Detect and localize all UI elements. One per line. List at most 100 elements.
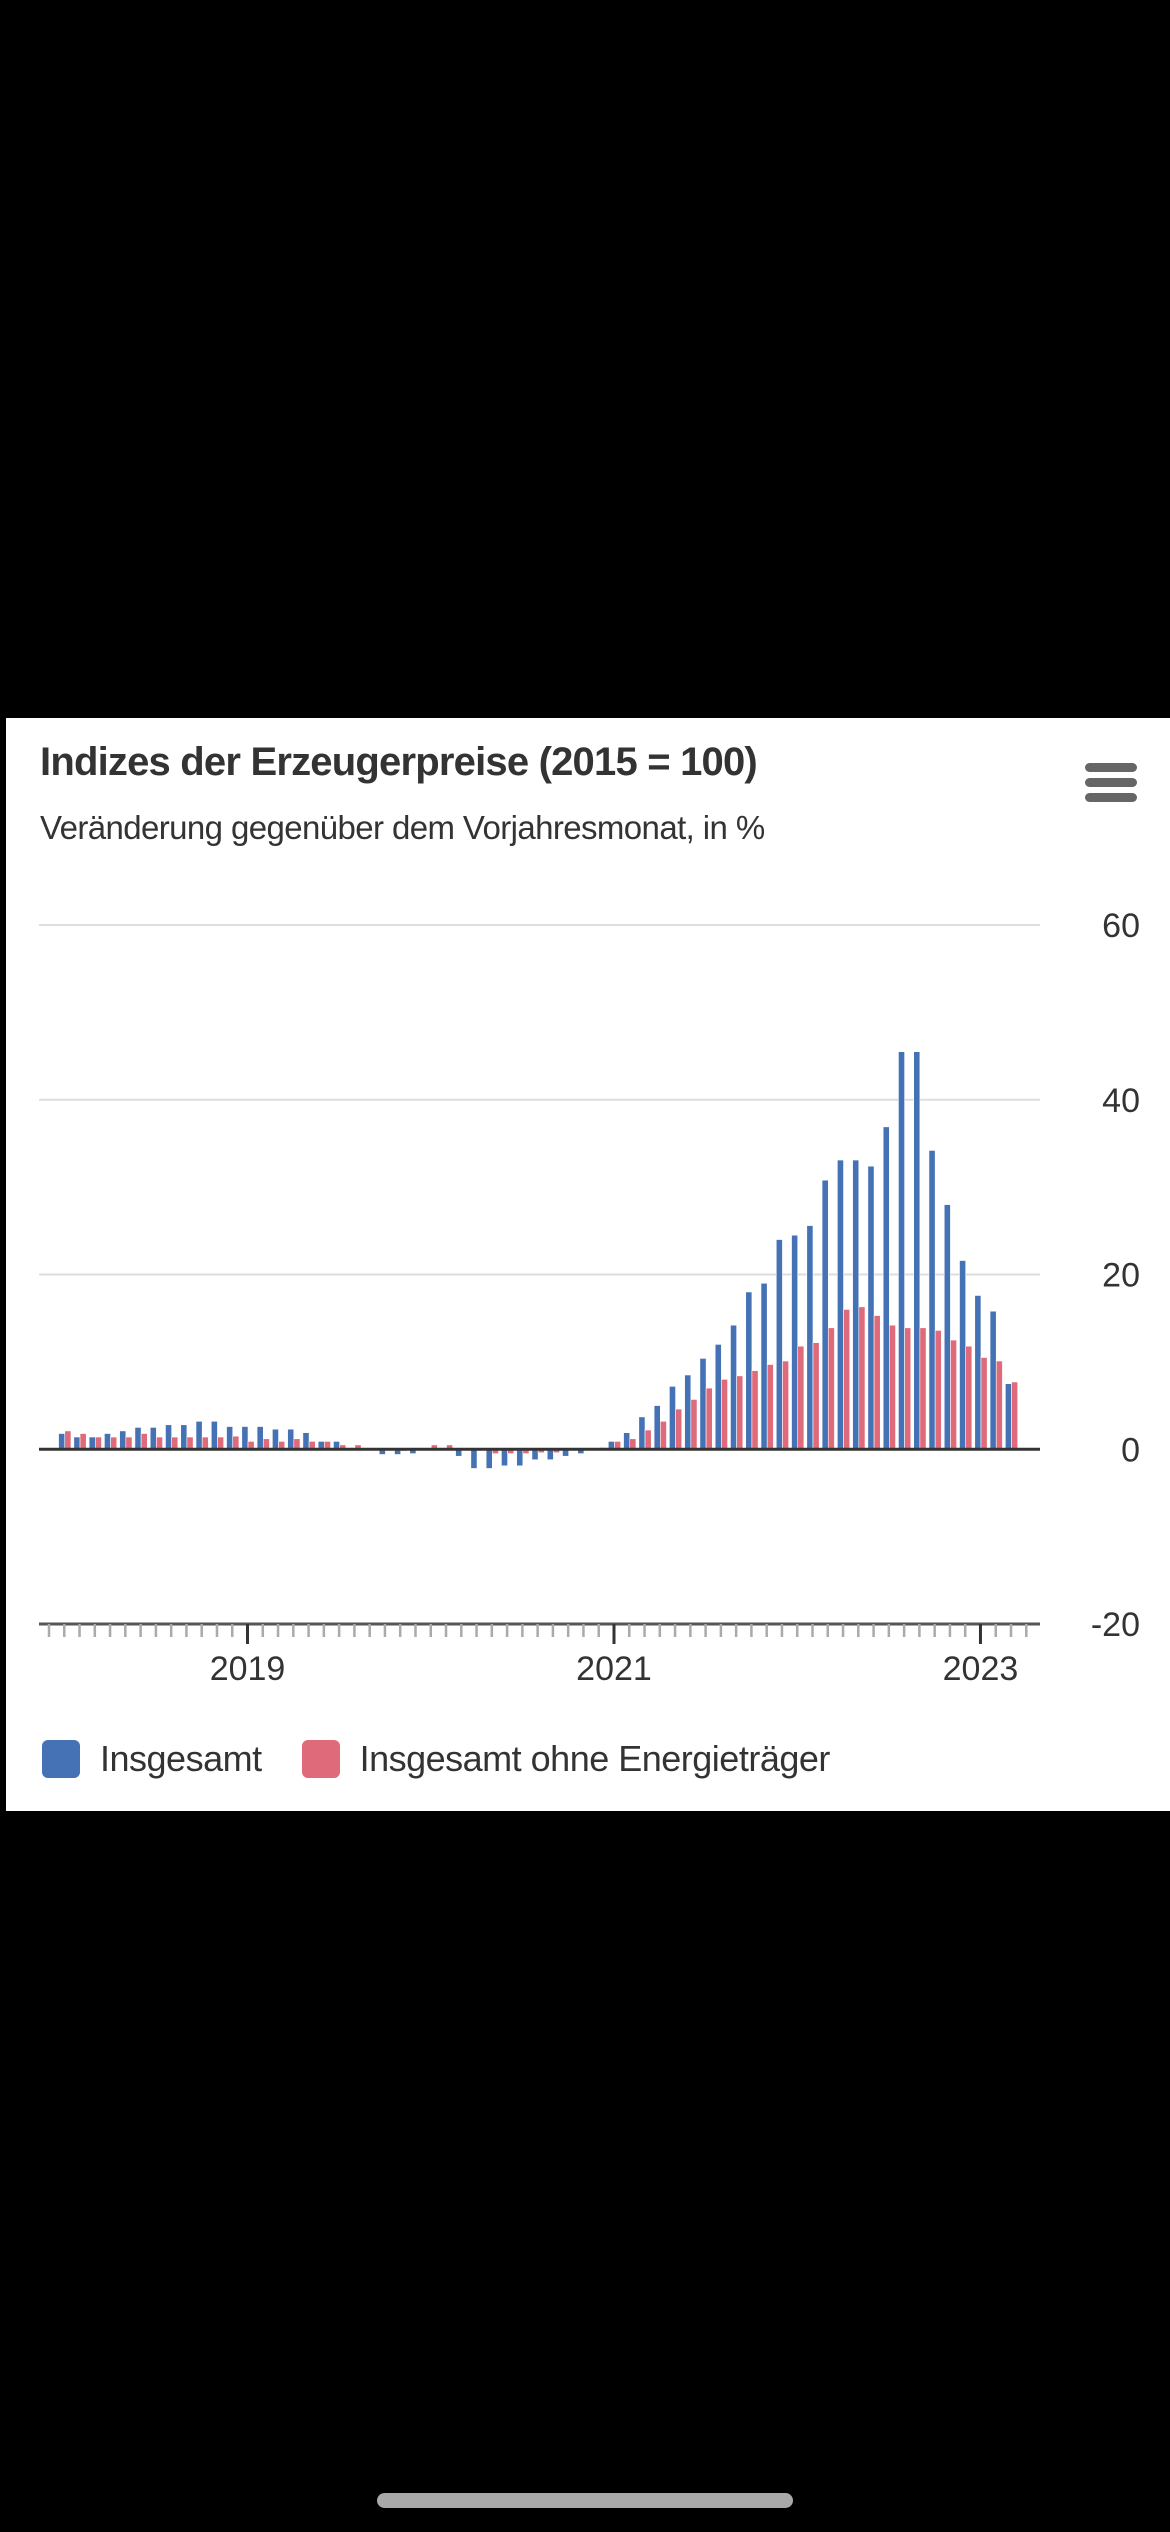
bar-insgesamt — [730, 1324, 737, 1450]
bar-ohne-energie — [95, 1436, 102, 1450]
bar-ohne-energie — [64, 1430, 72, 1450]
bar-insgesamt — [959, 1260, 966, 1450]
bar-insgesamt — [852, 1159, 860, 1450]
chart-context-menu-button[interactable] — [1080, 758, 1140, 808]
bar-insgesamt — [302, 1432, 310, 1450]
bar-ohne-energie — [934, 1330, 942, 1450]
bar-insgesamt — [226, 1426, 234, 1450]
bar-insgesamt — [134, 1427, 142, 1450]
bar-ohne-energie — [965, 1345, 973, 1450]
bar-ohne-energie — [995, 1360, 1003, 1450]
bar-insgesamt — [928, 1150, 936, 1450]
bar-insgesamt — [501, 1448, 508, 1467]
bar-insgesamt — [806, 1225, 814, 1450]
bar-insgesamt — [241, 1426, 249, 1450]
bar-ohne-energie — [659, 1420, 667, 1450]
bar-ohne-energie — [904, 1327, 912, 1450]
y-tick-label: 60 — [1102, 907, 1140, 945]
bar-insgesamt — [974, 1295, 982, 1450]
menu-icon-line — [1085, 778, 1137, 787]
bar-ohne-energie — [751, 1370, 759, 1450]
y-tick-label: -20 — [1091, 1606, 1140, 1644]
bar-ohne-energie — [766, 1364, 774, 1450]
bar-insgesamt — [867, 1165, 875, 1450]
y-tick-label: 40 — [1102, 1082, 1140, 1120]
bar-ohne-energie — [1011, 1381, 1019, 1450]
bar-insgesamt — [256, 1426, 264, 1450]
bar-insgesamt — [195, 1420, 203, 1450]
gridlines — [39, 924, 1040, 1276]
bar-insgesamt — [821, 1179, 829, 1450]
bar-insgesamt — [623, 1432, 631, 1450]
bar-insgesamt — [638, 1416, 646, 1450]
y-tick-label: 0 — [1121, 1431, 1140, 1469]
bars — [58, 1051, 1019, 1469]
bar-insgesamt — [943, 1204, 951, 1450]
x-axis-labels: 2019 2021 2023 — [210, 1650, 1019, 1688]
bar-insgesamt — [210, 1420, 218, 1450]
bar-insgesamt — [913, 1051, 921, 1450]
menu-icon-line — [1085, 763, 1137, 772]
bar-insgesamt — [180, 1424, 188, 1450]
bar-ohne-energie — [690, 1399, 698, 1450]
chart-card: Indizes der Erzeugerpreise (2015 = 100) … — [6, 718, 1170, 1811]
bar-insgesamt — [165, 1424, 172, 1450]
bar-insgesamt — [1005, 1383, 1012, 1450]
y-tick-label: 20 — [1102, 1257, 1140, 1295]
bar-ohne-energie — [843, 1309, 851, 1450]
bar-insgesamt — [485, 1448, 493, 1469]
x-axis — [39, 1447, 1040, 1644]
legend-item-ohne-energie[interactable]: Insgesamt ohne Energieträger — [301, 1738, 830, 1780]
bar-insgesamt — [516, 1448, 524, 1467]
bar-ohne-energie — [644, 1429, 652, 1450]
bar-ohne-energie — [736, 1375, 744, 1450]
bar-ohne-energie — [217, 1436, 224, 1450]
bar-ohne-energie — [705, 1387, 713, 1450]
y-axis-labels: 60 40 20 0 -20 — [1091, 907, 1140, 1644]
bar-insgesamt — [669, 1386, 676, 1450]
bar-ohne-energie — [980, 1357, 988, 1450]
chart-title: Indizes der Erzeugerpreise (2015 = 100) — [40, 740, 758, 784]
bar-insgesamt — [119, 1430, 127, 1450]
bar-ohne-energie — [889, 1324, 896, 1450]
bar-ohne-energie — [797, 1345, 805, 1450]
bar-chart: 60 40 20 0 -20 2019 2021 2023 — [39, 907, 1140, 1688]
menu-icon-line — [1085, 793, 1137, 802]
bar-insgesamt — [837, 1159, 844, 1450]
bar-ohne-energie — [919, 1327, 927, 1450]
bar-ohne-energie — [125, 1436, 133, 1450]
bar-insgesamt — [714, 1344, 722, 1450]
bar-ohne-energie — [110, 1436, 118, 1450]
legend-swatch-blue — [42, 1740, 80, 1778]
bar-ohne-energie — [201, 1436, 209, 1450]
bar-insgesamt — [989, 1310, 997, 1450]
bar-ohne-energie — [262, 1438, 270, 1450]
bar-ohne-energie — [79, 1433, 87, 1450]
bar-ohne-energie — [827, 1327, 835, 1450]
bar-ohne-energie — [293, 1438, 301, 1450]
bar-ohne-energie — [873, 1315, 881, 1450]
bar-insgesamt — [898, 1051, 905, 1450]
bar-insgesamt — [149, 1427, 157, 1450]
home-indicator[interactable] — [377, 2493, 793, 2508]
bar-insgesamt — [745, 1291, 753, 1450]
x-tick-label: 2023 — [943, 1650, 1019, 1688]
bar-insgesamt — [88, 1436, 96, 1450]
bar-ohne-energie — [140, 1433, 148, 1450]
bar-insgesamt — [470, 1448, 478, 1469]
bar-insgesamt — [684, 1374, 692, 1450]
bar-ohne-energie — [675, 1408, 683, 1450]
legend-label: Insgesamt — [100, 1738, 262, 1779]
x-tick-label: 2019 — [210, 1650, 286, 1688]
bar-insgesamt — [760, 1282, 768, 1450]
chart-subtitle: Veränderung gegenüber dem Vorjahresmonat… — [40, 809, 765, 846]
x-tick-label: 2021 — [576, 1650, 652, 1688]
bar-ohne-energie — [721, 1379, 728, 1450]
bar-insgesamt — [699, 1358, 707, 1450]
bar-insgesamt — [58, 1433, 66, 1450]
bar-ohne-energie — [812, 1342, 820, 1450]
legend-item-insgesamt[interactable]: Insgesamt — [42, 1738, 262, 1780]
bar-insgesamt — [791, 1234, 799, 1450]
legend-swatch-pink — [301, 1740, 340, 1778]
bar-insgesamt — [73, 1436, 81, 1450]
